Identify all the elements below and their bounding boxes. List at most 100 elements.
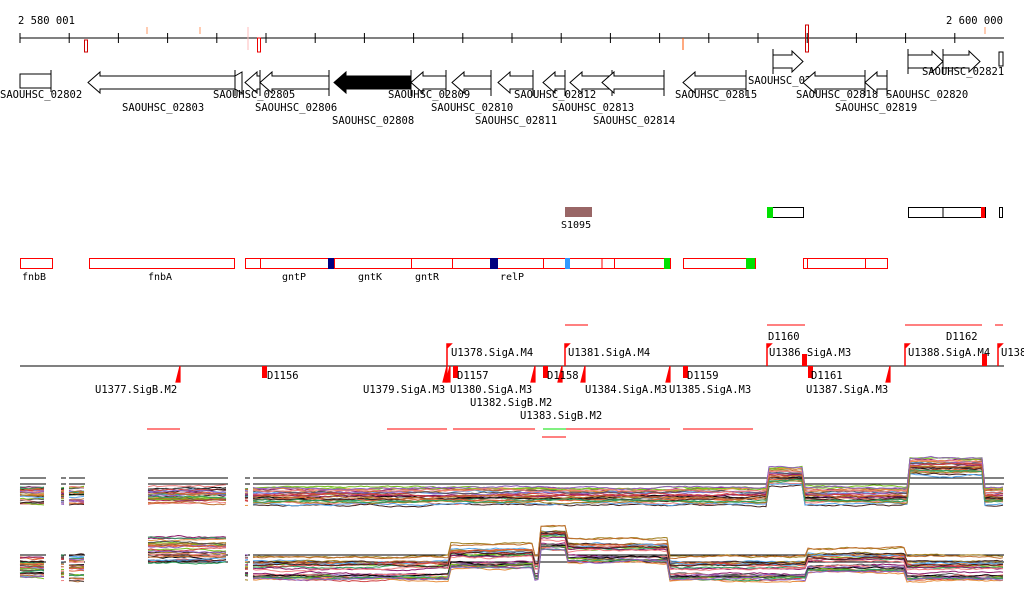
expression-profile-line	[244, 575, 249, 577]
promoter-flag[interactable]	[557, 365, 563, 383]
promoter-label: U1382.SigB.M2	[470, 397, 552, 409]
expression-profile-line	[147, 501, 227, 505]
expression-profile-line	[68, 499, 85, 502]
expression-profile-line	[148, 497, 227, 502]
expression-profile-line	[147, 551, 227, 555]
promoter-flag[interactable]	[766, 343, 773, 366]
operon-box[interactable]	[807, 258, 866, 269]
gene-arrow[interactable]	[451, 70, 492, 96]
terminator-marker[interactable]	[982, 354, 987, 366]
operon-box[interactable]	[20, 258, 53, 269]
expression-profile-line	[147, 495, 227, 499]
gene-label: SAOUHSC_02810	[431, 102, 513, 114]
operon-box[interactable]	[803, 258, 808, 269]
terminator-marker[interactable]	[802, 354, 807, 366]
promoter-flag[interactable]	[580, 365, 586, 383]
segment-box[interactable]	[908, 207, 986, 218]
segment-box[interactable]	[999, 207, 1003, 218]
expression-profile-line	[60, 573, 65, 576]
expression-track	[19, 455, 1004, 584]
expression-profile-line	[69, 567, 85, 570]
gene-arrow[interactable]	[907, 49, 944, 74]
gene-label: SAOUHSC_02815	[675, 89, 757, 101]
expression-profile-line	[19, 565, 45, 569]
gene-label: SAOUHSC_02806	[255, 102, 337, 114]
terminator-marker[interactable]	[808, 366, 813, 378]
expression-profile-line	[252, 457, 1004, 493]
promoter-flag[interactable]	[530, 365, 536, 383]
promoter-flag[interactable]	[442, 365, 448, 383]
gene-arrow[interactable]	[772, 49, 804, 74]
operon-box[interactable]	[565, 258, 615, 269]
gene-arrow[interactable]	[864, 70, 888, 96]
expression-profile-line	[147, 561, 227, 565]
terminator-label: D1158	[547, 370, 579, 382]
operon-box[interactable]	[334, 258, 412, 269]
gene-arrow[interactable]	[601, 70, 665, 96]
operon-label: fnbB	[22, 272, 46, 283]
expression-profile-line	[68, 495, 85, 499]
segment-marker	[767, 207, 773, 218]
expression-profile-line	[19, 560, 45, 563]
operon-box[interactable]	[89, 258, 235, 269]
promoter-flag[interactable]	[445, 365, 451, 383]
operon-box[interactable]	[260, 258, 335, 269]
promoter-label: U138	[1001, 347, 1024, 359]
promoter-flag[interactable]	[997, 343, 1004, 366]
site-marker	[805, 24, 809, 53]
promoter-flag[interactable]	[446, 343, 453, 366]
axis-start-label: 2 580 001	[18, 15, 75, 27]
expression-profile-line	[19, 569, 45, 574]
promoter-flag[interactable]	[904, 343, 911, 366]
operon-label: gntK	[358, 272, 382, 283]
promoter-flag[interactable]	[885, 365, 891, 383]
expression-profile-line	[147, 492, 227, 496]
expression-profile-line	[19, 571, 45, 574]
gene-arrow[interactable]	[19, 70, 52, 92]
expression-profile-line	[19, 567, 45, 571]
expression-profile-line	[252, 548, 1004, 583]
segment-block[interactable]	[565, 207, 592, 217]
gene-label: SAOUHSC_02811	[475, 115, 557, 127]
operon-box[interactable]	[614, 258, 671, 269]
gene-arrow[interactable]	[410, 70, 447, 96]
expression-profile-line	[19, 497, 45, 500]
expression-profile-line	[147, 489, 227, 493]
expression-profile-line	[147, 554, 227, 558]
expression-profile-line	[68, 577, 85, 580]
expression-profile-line	[68, 553, 85, 557]
terminator-label: D1161	[811, 370, 843, 382]
gene-arrow[interactable]	[87, 70, 236, 96]
operon-box[interactable]	[411, 258, 455, 269]
gene-arrow[interactable]	[497, 70, 534, 96]
promoter-track: U1378.SigA.M4 U1381.SigA.M4 U1386.SigA.M3 U…	[20, 324, 1024, 438]
promoter-flag[interactable]	[665, 365, 671, 383]
expression-profile-line	[147, 547, 227, 552]
promoter-flag[interactable]	[175, 365, 181, 383]
expression-profile-line	[19, 575, 44, 579]
operon-box[interactable]	[543, 258, 566, 269]
expression-profile-line	[148, 547, 227, 552]
segment-label: S1095	[561, 220, 591, 231]
gene-arrow[interactable]	[259, 70, 330, 96]
terminator-marker[interactable]	[262, 366, 267, 378]
operon-box[interactable]	[865, 258, 888, 269]
terminator-marker[interactable]	[543, 366, 548, 378]
expression-profile-line	[244, 561, 249, 564]
gene-arrow[interactable]	[682, 70, 747, 96]
operon-box[interactable]	[683, 258, 756, 269]
expression-profile-line	[252, 457, 1004, 491]
gene-track: SAOUHSC_02802SAOUHSC_02803SAOUHSC_02805S…	[0, 49, 1004, 127]
expression-profile-line	[68, 558, 85, 561]
operon-box[interactable]	[245, 258, 261, 269]
expression-profile-line	[252, 524, 1004, 560]
promoter-flag[interactable]	[564, 343, 571, 366]
gene-arrow[interactable]	[942, 49, 981, 74]
expression-profile-line	[68, 579, 85, 583]
terminator-marker[interactable]	[453, 366, 458, 378]
expression-profile-line	[252, 462, 1004, 498]
gene-arrow[interactable]	[542, 70, 566, 96]
terminator-marker[interactable]	[683, 366, 688, 378]
expression-profile-line	[147, 540, 227, 546]
